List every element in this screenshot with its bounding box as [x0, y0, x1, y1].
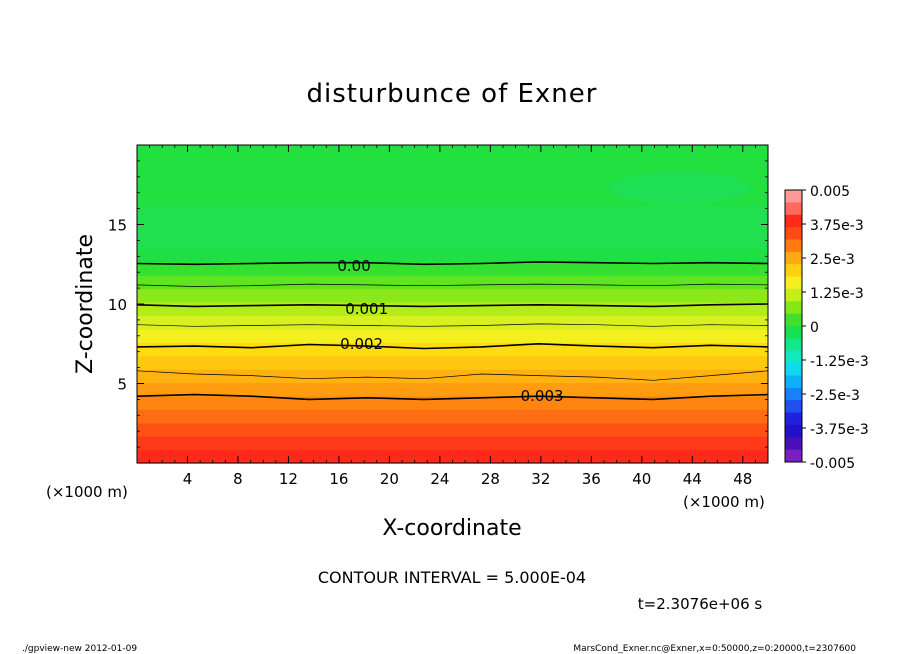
- field-band: [137, 382, 768, 397]
- field-band: [137, 261, 768, 276]
- colorbar-segment: [785, 350, 802, 364]
- y-tick-label: 10: [108, 296, 127, 314]
- colorbar-labels: 0.005 3.75e-3 2.5e-3 1.25e-3 0 -1.25e-3 -2.5e-…: [802, 184, 869, 472]
- colorbar-tick-label: 0.005: [810, 184, 850, 200]
- x-tick-label: 12: [279, 470, 298, 488]
- field-band: [137, 248, 768, 263]
- x-tick-label: 16: [329, 470, 348, 488]
- colorbar-segment: [785, 412, 802, 426]
- field-band: [137, 422, 768, 437]
- colorbar-segment: [785, 363, 802, 376]
- colorbar-segment: [785, 338, 802, 352]
- colorbar-tick-label: 0: [810, 320, 819, 336]
- x-unit-label-right: (×1000 m): [683, 493, 765, 511]
- x-tick-label: 48: [733, 470, 752, 488]
- colorbar-segment: [785, 424, 802, 438]
- colorbar-tick-label: -3.75e-3: [810, 422, 869, 438]
- field-patch: [609, 171, 750, 204]
- colorbar-segment: [785, 301, 802, 315]
- colorbar-tick-label: 3.75e-3: [810, 218, 864, 234]
- x-tick-label: 28: [481, 470, 500, 488]
- colorbar-tick-label: -1.25e-3: [810, 354, 869, 370]
- chart-title: disturbunce of Exner: [307, 79, 598, 109]
- field-band: [137, 409, 768, 424]
- field-band: [137, 275, 768, 290]
- colorbar-segment: [785, 227, 802, 240]
- field-band: [137, 355, 768, 370]
- colorbar-tick-label: 2.5e-3: [810, 252, 855, 268]
- colorbar: [785, 190, 802, 463]
- contour-line: [136, 393, 769, 401]
- colorbar-segment: [785, 239, 802, 253]
- y-axis-label: Z-coordinate: [73, 234, 98, 374]
- field-band: [137, 315, 768, 330]
- contour-line: [136, 323, 769, 327]
- plot-field: [137, 145, 768, 464]
- y-axis-ticks: 5 10 15: [108, 160, 768, 448]
- colorbar-segment: [785, 437, 802, 451]
- contour-label: 0.002: [340, 335, 383, 353]
- field-band: [137, 342, 768, 357]
- colorbar-segment: [785, 214, 802, 228]
- contour-interval-text: CONTOUR INTERVAL = 5.000E-04: [318, 568, 586, 587]
- x-tick-label: 4: [183, 470, 193, 488]
- contour-line: [136, 283, 769, 287]
- contour-line: [136, 261, 769, 266]
- colorbar-tick-label: -2.5e-3: [810, 388, 860, 404]
- contour-label: 0.001: [345, 300, 388, 318]
- time-text: t=2.3076e+06 s: [638, 595, 763, 613]
- contour-label: 0.00: [337, 257, 370, 275]
- contour-labels: 0.00 0.001 0.002 0.003: [337, 257, 564, 405]
- contour-line: [136, 370, 769, 381]
- colorbar-segment: [785, 400, 802, 414]
- field-band: [137, 302, 768, 317]
- colorbar-segment: [785, 202, 802, 216]
- x-axis-ticks: 4 8 12 16 20 24 28 32 36 40 44 48: [149, 145, 756, 488]
- contour-line: [136, 303, 769, 308]
- y-tick-label: 15: [108, 217, 127, 235]
- colorbar-tick-label: 1.25e-3: [810, 286, 864, 302]
- field-band: [137, 288, 768, 303]
- x-axis-label: X-coordinate: [382, 516, 521, 541]
- colorbar-segment: [785, 449, 802, 463]
- colorbar-segment: [785, 190, 802, 203]
- colorbar-segment: [785, 387, 802, 401]
- colorbar-segment: [785, 251, 802, 265]
- colorbar-tick-label: -0.005: [810, 456, 855, 472]
- x-unit-label-left: (×1000 m): [46, 483, 128, 501]
- footer-right: MarsCond_Exner.nc@Exner,x=0:50000,z=0:20…: [573, 644, 856, 654]
- footer-left: ./gpview-new 2012-01-09: [22, 644, 137, 654]
- field-band: [137, 436, 768, 451]
- x-tick-label: 40: [632, 470, 651, 488]
- x-tick-label: 8: [233, 470, 243, 488]
- y-tick-label: 5: [117, 376, 127, 394]
- field-band: [137, 328, 768, 343]
- colorbar-segment: [785, 276, 802, 290]
- colorbar-segment: [785, 288, 802, 302]
- colorbar-segment: [785, 264, 802, 278]
- contour-lines: [136, 261, 769, 401]
- x-tick-label: 32: [531, 470, 550, 488]
- x-tick-label: 20: [380, 470, 399, 488]
- x-tick-label: 24: [430, 470, 449, 488]
- field-band: [137, 395, 768, 410]
- x-tick-label: 44: [683, 470, 702, 488]
- x-tick-label: 36: [582, 470, 601, 488]
- colorbar-segment: [785, 313, 802, 327]
- colorbar-segment: [785, 375, 802, 389]
- field-band: [137, 449, 768, 464]
- contour-line: [136, 342, 769, 350]
- contour-label: 0.003: [521, 387, 564, 405]
- colorbar-segment: [785, 326, 802, 339]
